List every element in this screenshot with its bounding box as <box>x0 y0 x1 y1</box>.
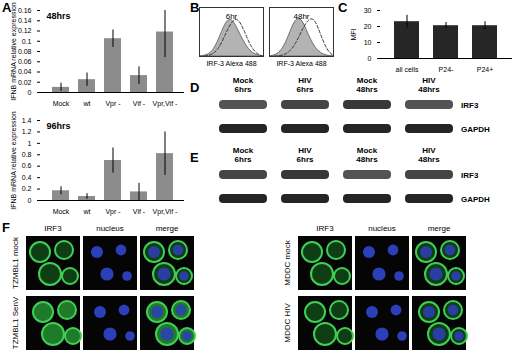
svg-text:48hrs: 48hrs <box>356 155 378 164</box>
svg-text:0.16: 0.16 <box>18 7 32 14</box>
svg-text:HIV: HIV <box>422 76 436 85</box>
svg-text:48hrs: 48hrs <box>356 85 378 94</box>
svg-text:0.12: 0.12 <box>18 27 32 34</box>
svg-text:0: 0 <box>368 55 372 62</box>
svg-text:P24-: P24- <box>439 66 454 73</box>
svg-text:GAPDH: GAPDH <box>461 125 490 134</box>
svg-text:IRF3: IRF3 <box>44 224 62 233</box>
svg-text:0.6: 0.6 <box>22 162 32 169</box>
svg-text:merge: merge <box>428 224 451 233</box>
svg-text:0.2: 0.2 <box>22 185 32 192</box>
svg-text:MFI: MFI <box>350 28 357 40</box>
svg-text:6hrs: 6hrs <box>235 85 252 94</box>
svg-text:all cells: all cells <box>396 66 419 73</box>
svg-text:10: 10 <box>364 39 372 46</box>
svg-text:IFNB mRNA relative expression: IFNB mRNA relative expression <box>10 111 18 210</box>
svg-text:0.4: 0.4 <box>22 174 32 181</box>
svg-text:1: 1 <box>28 140 32 147</box>
svg-text:0.8: 0.8 <box>22 151 32 158</box>
svg-text:IRF-3 Alexa 488: IRF-3 Alexa 488 <box>206 60 256 67</box>
svg-text:1.4: 1.4 <box>22 117 32 124</box>
svg-text:6hrs: 6hrs <box>235 155 252 164</box>
svg-text:TZMBL1 SenV: TZMBL1 SenV <box>11 296 20 349</box>
svg-text:48hrs: 48hrs <box>418 85 440 94</box>
svg-text:1.2: 1.2 <box>22 128 32 135</box>
svg-text:Mock: Mock <box>357 76 378 85</box>
svg-text:0: 0 <box>28 197 32 204</box>
svg-text:MDDC mock: MDDC mock <box>283 239 292 285</box>
svg-text:GAPDH: GAPDH <box>461 195 490 204</box>
svg-text:wt: wt <box>83 208 91 215</box>
svg-text:30: 30 <box>364 7 372 14</box>
svg-text:0.06: 0.06 <box>18 58 32 65</box>
svg-text:wt: wt <box>83 100 91 107</box>
svg-text:20: 20 <box>364 23 372 30</box>
svg-text:Vif -: Vif - <box>133 100 146 107</box>
svg-text:nucleus: nucleus <box>368 224 396 233</box>
svg-text:48hr: 48hr <box>293 12 309 21</box>
svg-text:HIV: HIV <box>298 146 312 155</box>
svg-text:Vif -: Vif - <box>133 208 146 215</box>
html-text:C: C <box>338 0 348 15</box>
svg-text:Vpr,Vif -: Vpr,Vif - <box>153 208 178 216</box>
svg-text:IRF-3 Alexa 488: IRF-3 Alexa 488 <box>276 60 326 67</box>
svg-text:48hrs: 48hrs <box>47 11 71 21</box>
svg-text:0.14: 0.14 <box>18 17 32 24</box>
svg-text:Vpr -: Vpr - <box>105 208 121 216</box>
svg-text:0.02: 0.02 <box>18 78 32 85</box>
svg-text:0: 0 <box>28 89 32 96</box>
html-text:A: A <box>2 0 12 15</box>
svg-text:MDDC HIV: MDDC HIV <box>283 303 292 343</box>
svg-text:Vpr,Vif -: Vpr,Vif - <box>153 100 178 108</box>
svg-text:TZMBL1 mock: TZMBL1 mock <box>11 236 20 289</box>
svg-text:96hrs: 96hrs <box>47 121 71 131</box>
svg-text:0.08: 0.08 <box>18 48 32 55</box>
svg-text:HIV: HIV <box>298 76 312 85</box>
svg-text:0.04: 0.04 <box>18 68 32 75</box>
svg-text:P24+: P24+ <box>477 66 494 73</box>
svg-text:Mock: Mock <box>53 208 70 215</box>
svg-text:48hrs: 48hrs <box>418 155 440 164</box>
html-text:F: F <box>2 220 10 235</box>
svg-text:merge: merge <box>156 224 179 233</box>
svg-text:Mock: Mock <box>233 146 254 155</box>
svg-text:IRF3: IRF3 <box>461 171 479 180</box>
svg-text:Mock: Mock <box>233 76 254 85</box>
svg-text:6hrs: 6hrs <box>297 85 314 94</box>
svg-text:IRF3: IRF3 <box>316 224 334 233</box>
svg-text:IFNB mRNA relative expression: IFNB mRNA relative expression <box>10 2 18 101</box>
html-text:D: D <box>190 80 200 95</box>
svg-text:IRF3: IRF3 <box>461 101 479 110</box>
html-text:E: E <box>190 150 199 165</box>
svg-text:0.1: 0.1 <box>22 37 32 44</box>
svg-text:HIV: HIV <box>422 146 436 155</box>
svg-text:Vpr -: Vpr - <box>105 100 121 108</box>
svg-text:Mock: Mock <box>357 146 378 155</box>
svg-text:6hrs: 6hrs <box>297 155 314 164</box>
svg-text:Mock: Mock <box>53 100 70 107</box>
html-text:B: B <box>190 0 200 15</box>
svg-text:6hr: 6hr <box>226 12 238 21</box>
svg-text:nucleus: nucleus <box>96 224 124 233</box>
